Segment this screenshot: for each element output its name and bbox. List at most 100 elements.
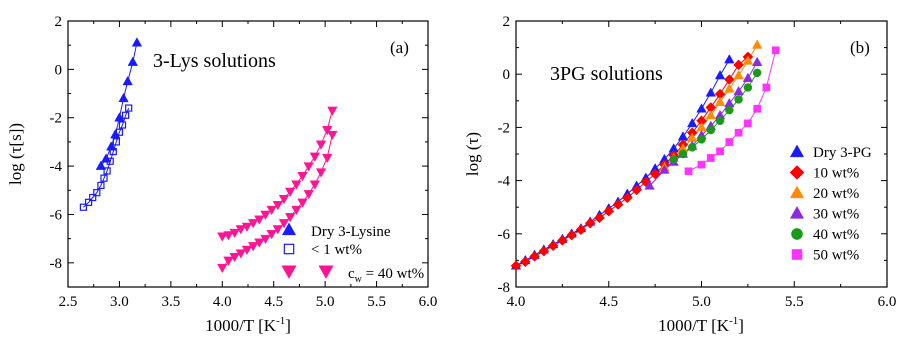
data-point bbox=[603, 205, 615, 217]
y-tick-label: -2 bbox=[498, 120, 511, 136]
legend-a-marker-cw-1 bbox=[281, 265, 297, 280]
data-point bbox=[743, 83, 753, 92]
data-point bbox=[510, 260, 522, 272]
legend-a-cw-sub: w bbox=[355, 274, 363, 285]
x-tick-label: 4.0 bbox=[507, 294, 526, 310]
data-point bbox=[309, 180, 321, 190]
y-tick-label: -8 bbox=[50, 256, 63, 272]
data-point bbox=[762, 83, 771, 92]
data-point bbox=[621, 192, 633, 204]
y-tick-label: -4 bbox=[498, 174, 511, 190]
data-point bbox=[612, 199, 624, 210]
legend-a-marker-dry bbox=[281, 222, 297, 236]
legend-a-label-lt1: < 1 wt% bbox=[311, 242, 362, 258]
legend-b-marker bbox=[791, 249, 803, 260]
x-axis-label-b-main: 1000/T [K bbox=[658, 316, 730, 335]
legend-a-cw-rest: = 40 wt% bbox=[362, 266, 424, 282]
legend-a-cw-c: c bbox=[348, 266, 355, 282]
data-point bbox=[575, 224, 587, 236]
data-point bbox=[715, 116, 725, 125]
data-point bbox=[327, 106, 338, 116]
data-point bbox=[284, 187, 296, 197]
data-point bbox=[733, 59, 744, 71]
legend-b-marker bbox=[789, 205, 805, 219]
data-point bbox=[315, 140, 327, 150]
data-point bbox=[538, 245, 550, 257]
legend-b-marker bbox=[789, 165, 805, 180]
data-point bbox=[291, 205, 302, 216]
data-point bbox=[322, 153, 333, 164]
y-tick-label: 2 bbox=[503, 14, 511, 30]
data-point bbox=[217, 232, 228, 242]
x-tick-label: 6.0 bbox=[419, 294, 438, 310]
legend-a-marker-cw-2 bbox=[318, 265, 334, 280]
data-point bbox=[223, 231, 234, 241]
data-point bbox=[235, 225, 246, 235]
data-point bbox=[241, 222, 253, 233]
data-point bbox=[112, 138, 120, 146]
data-point bbox=[566, 229, 578, 241]
data-point bbox=[272, 201, 284, 211]
x-tick-label: 4.5 bbox=[599, 294, 618, 310]
data-point bbox=[734, 95, 743, 104]
data-point bbox=[131, 37, 143, 47]
x-tick-label: 3.5 bbox=[161, 294, 180, 310]
data-point bbox=[752, 68, 762, 78]
data-point bbox=[714, 70, 726, 80]
y-tick-label: 2 bbox=[55, 14, 63, 30]
data-point bbox=[696, 103, 707, 113]
data-point bbox=[284, 213, 296, 223]
data-point bbox=[733, 85, 744, 96]
fit-line bbox=[673, 72, 758, 160]
data-point bbox=[594, 212, 605, 224]
x-axis-label-b: 1000/T [K-1] bbox=[658, 315, 744, 335]
data-point bbox=[223, 256, 234, 266]
data-point bbox=[127, 56, 138, 66]
data-point bbox=[697, 135, 706, 144]
data-point bbox=[733, 70, 744, 80]
legend-b-marker bbox=[789, 144, 805, 158]
data-point bbox=[649, 168, 661, 180]
data-point bbox=[734, 128, 743, 137]
data-point bbox=[744, 119, 752, 128]
y-tick-label: -6 bbox=[50, 207, 63, 223]
fit-line bbox=[83, 107, 130, 208]
legend-b-label: 40 wt% bbox=[813, 227, 859, 243]
y-tick-label: -8 bbox=[498, 280, 511, 296]
data-point bbox=[118, 92, 129, 103]
data-point bbox=[322, 126, 333, 136]
data-point bbox=[235, 249, 246, 259]
data-point bbox=[687, 117, 698, 128]
data-point bbox=[278, 219, 290, 229]
data-point bbox=[97, 181, 105, 190]
legend-b-label: 30 wt% bbox=[813, 207, 859, 223]
x-tick-label: 6.0 bbox=[878, 294, 897, 310]
x-axis-label-a-close: ] bbox=[285, 316, 291, 335]
ticks-b: 4.0 4.5 5.0 5.5 6.0 -8 -6 -4 -2 0 2 bbox=[498, 14, 897, 310]
data-point bbox=[272, 225, 284, 235]
legend-b-label: 10 wt% bbox=[813, 166, 859, 182]
data-point bbox=[106, 157, 114, 165]
data-point bbox=[260, 234, 271, 245]
legend-b-label: 20 wt% bbox=[813, 186, 859, 202]
data-point bbox=[110, 129, 121, 139]
data-point bbox=[266, 205, 277, 216]
legend-b-label: Dry 3-PG bbox=[813, 145, 872, 161]
panel-title-b: 3PG solutions bbox=[550, 63, 663, 85]
data-point bbox=[742, 55, 754, 65]
x-tick-label: 2.5 bbox=[59, 294, 78, 310]
legend-a: Dry 3-Lysine < 1 wt% cw = 40 wt% bbox=[281, 222, 424, 285]
data-point bbox=[118, 121, 127, 129]
data-point bbox=[100, 174, 108, 182]
x-axis-label-b-close: ] bbox=[738, 316, 744, 335]
data-point bbox=[254, 238, 265, 248]
x-tick-label: 5.5 bbox=[785, 294, 804, 310]
data-point bbox=[716, 147, 724, 156]
data-point bbox=[266, 230, 277, 240]
data-point bbox=[79, 203, 88, 211]
fit-line bbox=[222, 110, 333, 237]
data-point bbox=[217, 263, 228, 274]
legend-b-label: 50 wt% bbox=[813, 248, 859, 264]
data-point bbox=[115, 128, 124, 136]
